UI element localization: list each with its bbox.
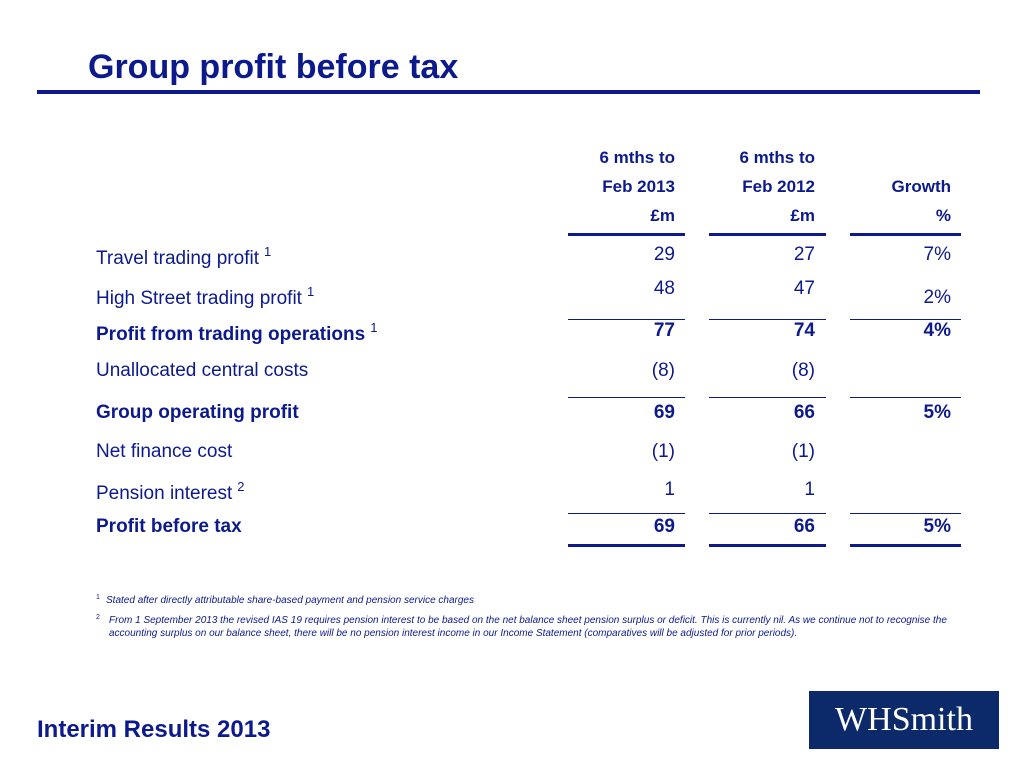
- table-cell: 5%: [923, 516, 951, 537]
- table-cell: (1): [651, 441, 675, 462]
- footnote-ref: 1: [370, 320, 378, 335]
- table-cell: 29: [653, 244, 675, 265]
- table-rule: [568, 397, 685, 398]
- row-label: High Street trading profit 1: [96, 284, 314, 310]
- table-rule: [850, 513, 961, 514]
- table-rule: [850, 544, 961, 547]
- table-cell: 1: [664, 479, 675, 500]
- footnote-mark: 1: [96, 594, 100, 601]
- table-cell: (8): [791, 360, 815, 381]
- table-cell: (1): [791, 441, 815, 462]
- table-rule: [568, 513, 685, 514]
- table-rule: [709, 319, 826, 320]
- row-label-text: Net finance cost: [96, 441, 233, 462]
- row-label: Travel trading profit 1: [96, 244, 271, 270]
- row-label: Pension interest 2: [96, 479, 244, 505]
- table-cell: 69: [653, 516, 675, 537]
- slide-title: Group profit before tax: [88, 48, 459, 86]
- table-rule: [709, 544, 826, 547]
- table-cell: 4%: [923, 320, 951, 341]
- column-header: %: [935, 206, 951, 225]
- table-cell: 69: [653, 402, 675, 423]
- row-label: Unallocated central costs: [96, 360, 308, 382]
- table-rule: [568, 319, 685, 320]
- table-cell: 66: [793, 516, 815, 537]
- column-header: £m: [650, 206, 675, 225]
- row-label-text: Travel trading profit: [96, 248, 259, 269]
- table-rule: [568, 544, 685, 547]
- row-label: Profit from trading operations 1: [96, 320, 377, 346]
- footnote-text: Stated after directly attributable share…: [106, 595, 474, 606]
- row-label: Group operating profit: [96, 402, 299, 424]
- column-header: Feb 2012: [742, 177, 815, 196]
- column-header: Growth: [891, 177, 952, 196]
- table-cell: 27: [793, 244, 815, 265]
- table-rule: [850, 397, 961, 398]
- column-header: Feb 2013: [602, 177, 675, 196]
- footnote-text: From 1 September 2013 the revised IAS 19…: [109, 615, 947, 639]
- column-header: 6 mths to: [739, 148, 815, 167]
- table-rule: [850, 319, 961, 320]
- footer: Interim Results 2013: [37, 716, 271, 743]
- table-rule: [709, 397, 826, 398]
- table-cell: (8): [651, 360, 675, 381]
- table-cell: 48: [653, 278, 675, 299]
- table-cell: 74: [793, 320, 815, 341]
- table-rule: [850, 233, 961, 236]
- table-rule: [709, 513, 826, 514]
- row-label: Net finance cost: [96, 441, 232, 463]
- table-cell: 7%: [923, 244, 951, 265]
- logo: WHSmith: [809, 691, 999, 749]
- footnote-ref: 2: [237, 479, 245, 494]
- table-rule: [568, 233, 685, 236]
- row-label-text: Profit from trading operations: [96, 324, 366, 345]
- table-cell: 66: [793, 402, 815, 423]
- column-header: £m: [790, 206, 815, 225]
- table-cell: 5%: [923, 402, 951, 423]
- footnote-ref: 1: [263, 244, 272, 259]
- row-label-text: Pension interest: [96, 483, 233, 504]
- table-cell: 2%: [923, 287, 951, 308]
- table-cell: 77: [653, 320, 675, 341]
- table-cell: 1: [804, 479, 815, 500]
- row-label: Profit before tax: [96, 516, 242, 538]
- footnote-ref: 1: [306, 284, 315, 299]
- column-header: 6 mths to: [599, 148, 675, 167]
- title-rule: [37, 90, 980, 94]
- table-rule: [709, 233, 826, 236]
- row-label-text: Profit before tax: [96, 516, 242, 537]
- table-cell: 47: [793, 278, 815, 299]
- row-label-text: Unallocated central costs: [96, 360, 309, 381]
- row-label-text: Group operating profit: [96, 402, 299, 423]
- footnote-mark: 2: [96, 614, 100, 621]
- row-label-text: High Street trading profit: [96, 288, 302, 309]
